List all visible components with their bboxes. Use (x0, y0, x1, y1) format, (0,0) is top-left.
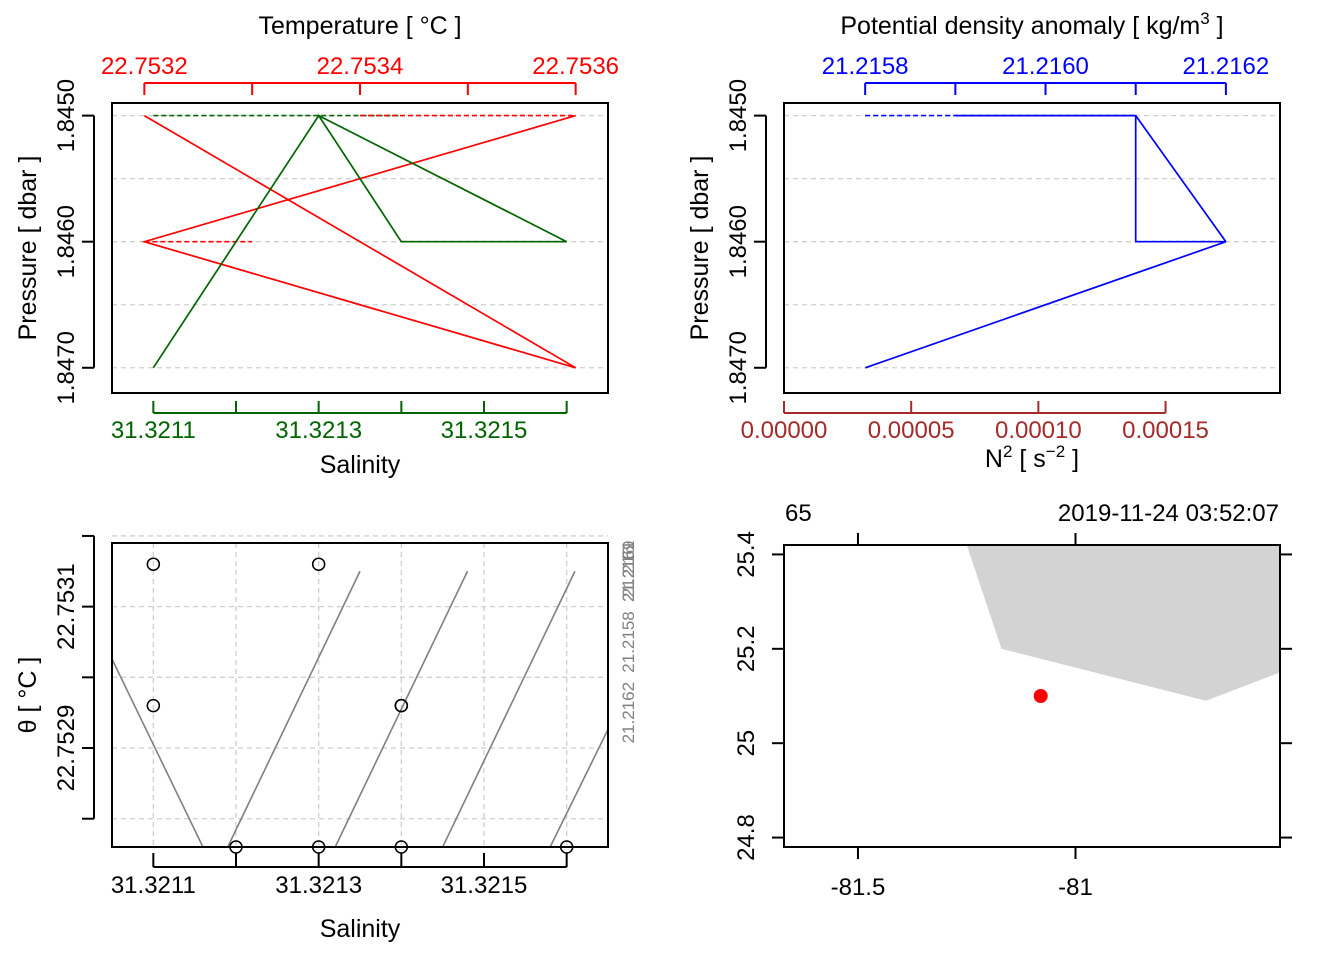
p3-isopycnal-2 (334, 570, 469, 847)
p1-bottom-tick-label: 31.3213 (275, 417, 362, 444)
p3-theta-axis: 22.7529 22.7531 (53, 534, 95, 820)
profile-panel-ts: 22.7532 22.7534 22.7536 31.3211 31.3213 31.3… (14, 12, 619, 479)
p2-left-tick-label: 1.8470 (725, 331, 752, 404)
p2-profile-lines (784, 114, 1227, 369)
p1-title: Temperature [ °C ] (258, 12, 461, 40)
p1-top-tick-label: 22.7532 (101, 53, 188, 80)
p4-station-marker (1033, 689, 1048, 703)
p2-xlabel-sup1: 2 (1003, 442, 1012, 461)
p3-xlabel: Salinity (320, 915, 401, 943)
p3-isopycnal-3 (441, 570, 576, 847)
p4-land-polygon (966, 545, 1280, 701)
p3-isopycnal-label: 21.2159 (619, 541, 638, 602)
p1-xlabel: Salinity (320, 451, 401, 479)
p2-title-main: Potential density anomaly [ kg/m (840, 12, 1200, 40)
p4-lon-label: -81.5 (831, 874, 886, 901)
p2-pressure-axis: 1.8450 1.8460 1.8470 (725, 79, 767, 404)
p2-xlabel-end: ] (1065, 445, 1079, 473)
p2-density-axis: 21.2158 21.2160 21.2162 (822, 53, 1269, 95)
p2-series-0 (864, 114, 1227, 369)
p3-isopycnal-1 (227, 570, 361, 847)
p2-series-1 (1135, 115, 1227, 243)
p1-profile-lines (141, 114, 577, 369)
p1-plot-frame (111, 102, 609, 394)
p1-series-1 (143, 114, 577, 369)
p1-series-2 (152, 114, 568, 369)
p2-bottom-tick-label: 0.00015 (1122, 417, 1209, 444)
p1-series-0 (141, 114, 576, 369)
p3-point-4 (394, 698, 409, 713)
p4-station (1033, 689, 1048, 703)
p3-isopycnal-label: 21.2162 (619, 682, 638, 743)
p1-left-tick-label: 1.8450 (53, 79, 80, 152)
p3-isopycnal-label: 21.216 (619, 545, 638, 597)
p2-xlabel: N2 [ s−2 ] (985, 442, 1079, 473)
p2-left-tick-label: 1.8450 (725, 79, 752, 152)
p3-ylabel: θ [ °C ] (14, 657, 42, 734)
p2-ylabel: Pressure [ dbar ] (686, 156, 714, 341)
p3-isopycnal-4 (549, 727, 608, 847)
p1-pressure-axis: 1.8450 1.8460 1.8470 (53, 79, 95, 404)
p1-bottom-tick-label: 31.3215 (441, 417, 528, 444)
p4-lat-label: 25.2 (733, 625, 760, 672)
p2-plot-frame (783, 102, 1281, 394)
p2-top-tick-label: 21.2162 (1183, 53, 1270, 80)
p2-title-sup: 3 (1200, 9, 1209, 28)
p3-point-1 (311, 557, 326, 571)
p2-n2-axis: 0.00000 0.00005 0.00010 0.00015 (741, 401, 1209, 444)
p4-lat-label: 25.4 (733, 531, 760, 578)
p3-bottom-tick-label: 31.3213 (275, 872, 362, 899)
p1-salinity-axis: 31.3211 31.3213 31.3215 (111, 401, 568, 444)
p4-axes: -81.5 -81 24.8 25 25.2 25.4 (733, 531, 1292, 901)
p1-top-tick-label: 22.7536 (532, 53, 619, 80)
profile-panel-density: 21.2158 21.2160 21.2162 0.00000 0.00005 0.00… (686, 9, 1281, 473)
p2-xlabel-n: N (985, 445, 1003, 473)
p2-bottom-tick-label: 0.00010 (995, 417, 1082, 444)
p1-left-tick-label: 1.8460 (53, 205, 80, 278)
p3-grid (112, 535, 608, 847)
p4-lat-label: 25 (733, 730, 760, 757)
p3-point-2 (146, 698, 161, 713)
p3-isopycnal-label: 21.2161 (619, 541, 638, 602)
p1-top-tick-label: 22.7534 (317, 53, 404, 80)
p2-top-tick-label: 21.2158 (822, 53, 909, 80)
p2-top-tick-label: 21.2160 (1002, 53, 1089, 80)
p3-left-tick-label: 22.7531 (53, 563, 80, 650)
p2-left-tick-label: 1.8460 (725, 205, 752, 278)
p3-bottom-tick-label: 31.3215 (441, 872, 528, 899)
p3-points (146, 557, 574, 854)
p2-xlabel-sup2: −2 (1046, 442, 1065, 461)
p1-bottom-tick-label: 31.3211 (111, 417, 196, 444)
p1-ylabel: Pressure [ dbar ] (14, 156, 42, 341)
p3-isopycnal-label: 21.2158 (619, 611, 638, 672)
p3-isopycnals (112, 570, 608, 847)
p3-left-tick-label: 22.7529 (53, 705, 80, 792)
p4-timestamp: 2019-11-24 03:52:07 (1058, 500, 1279, 527)
p1-temperature-axis: 22.7532 22.7534 22.7536 (101, 53, 619, 95)
p4-station-id: 65 (785, 500, 812, 527)
map-panel: -81.5 -81 24.8 25 25.2 25.4 65 2019-11-24 03:… (733, 500, 1292, 901)
p2-title: Potential density anomaly [ kg/m3 ] (840, 9, 1223, 40)
p4-map-frame (783, 544, 1281, 848)
p2-xlabel-unit: [ s (1012, 445, 1045, 473)
p2-bottom-tick-label: 0.00000 (741, 417, 828, 444)
p4-lon-label: -81 (1058, 874, 1093, 901)
p2-bottom-tick-label: 0.00005 (868, 417, 955, 444)
p4-land (966, 545, 1280, 701)
p3-isopycnal-0 (112, 657, 204, 847)
p1-left-tick-label: 1.8470 (53, 331, 80, 404)
p4-lat-label: 24.8 (733, 814, 760, 861)
p3-point-0 (146, 557, 161, 571)
p3-bottom-tick-label: 31.3211 (111, 872, 196, 899)
p2-title-end: ] (1210, 12, 1224, 40)
p3-plot-frame (111, 542, 609, 848)
p3-salinity-axis: 31.3211 31.3213 31.3215 (111, 853, 568, 899)
